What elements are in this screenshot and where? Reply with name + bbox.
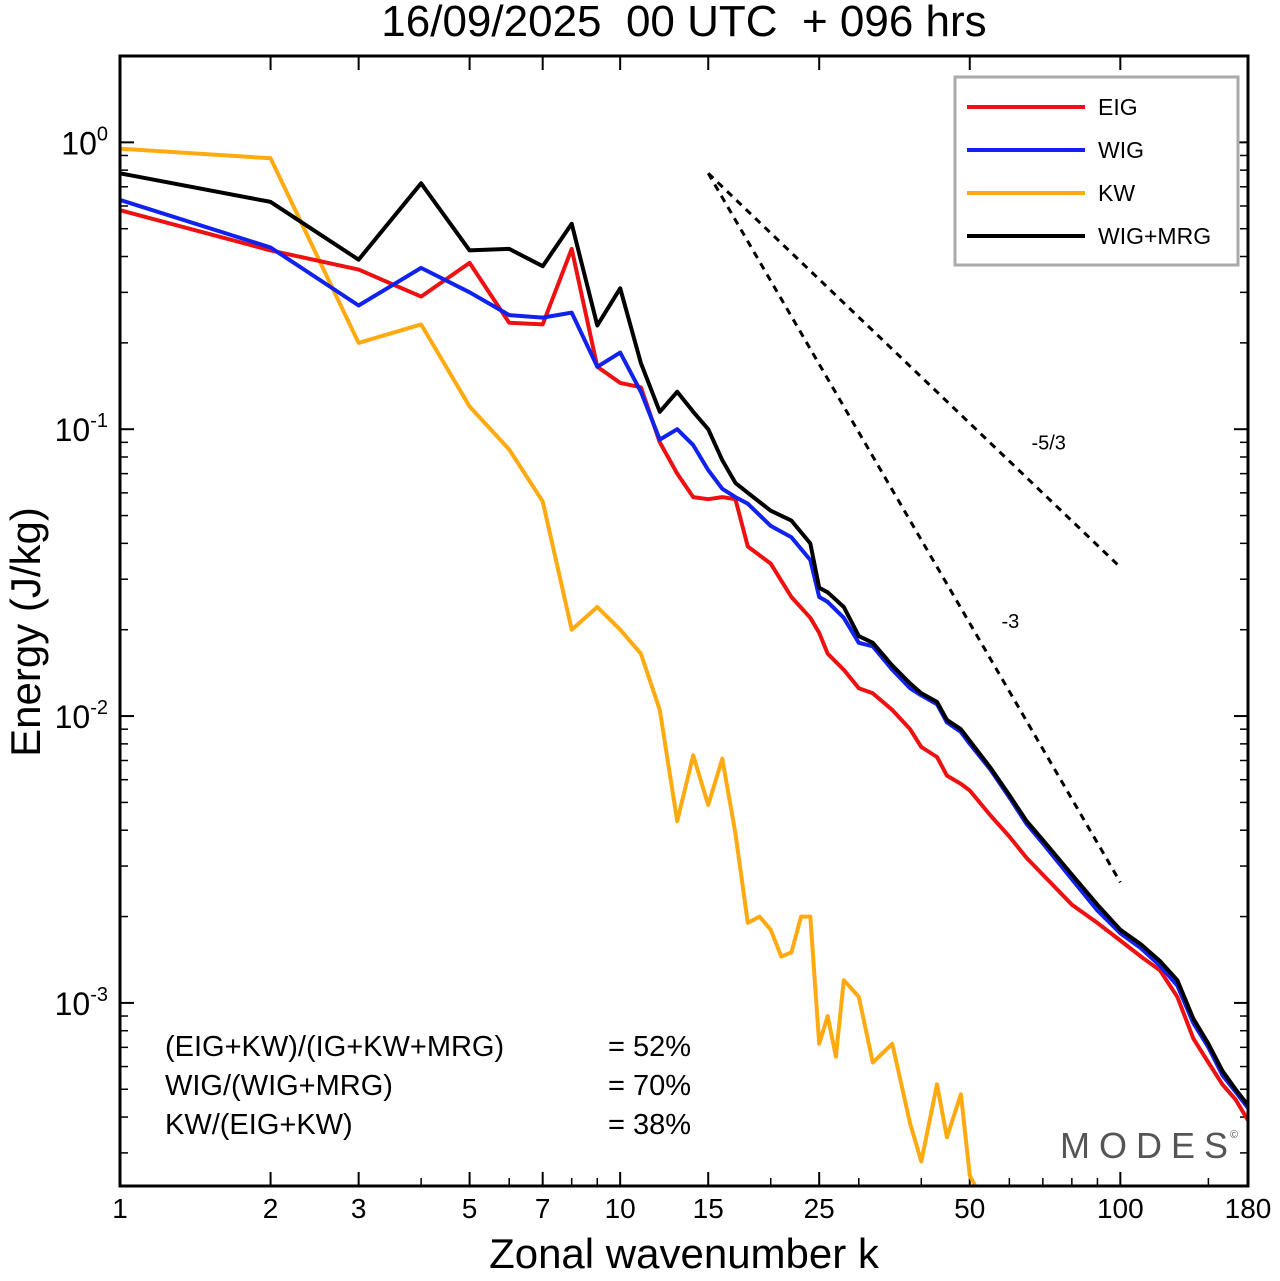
series-line-wig-mrg	[120, 171, 1248, 1107]
x-tick-label: 7	[535, 1193, 551, 1224]
legend-label: WIG	[1098, 137, 1144, 163]
ratio-value: = 38%	[608, 1109, 691, 1141]
reference-slope-lines: -5/3 -3	[706, 172, 1122, 884]
x-tick-label: 25	[804, 1193, 835, 1224]
y-tick-label: 10-1	[55, 410, 108, 448]
ratio-value: = 52%	[608, 1031, 691, 1063]
legend-label: EIG	[1098, 94, 1138, 120]
x-tick-label: 100	[1097, 1193, 1144, 1224]
ratio-annotations: (EIG+KW)/(IG+KW+MRG) = 52% WIG/(WIG+MRG) = …	[165, 1031, 691, 1141]
legend: EIG WIG KW WIG+MRG	[953, 75, 1240, 267]
reference-line-label: -3	[1001, 611, 1019, 633]
series-line-wig	[120, 197, 1248, 1110]
x-tick-label: 10	[605, 1193, 636, 1224]
legend-label: KW	[1098, 180, 1135, 206]
data-series	[120, 146, 1248, 1186]
y-tick-label: 100	[61, 123, 108, 161]
chart-title: 16/09/2025 00 UTC + 096 hrs	[381, 0, 986, 46]
reference-line-label: -5/3	[1031, 432, 1065, 454]
ratio-label: KW/(EIG+KW)	[165, 1109, 353, 1141]
reference-line	[706, 172, 1122, 884]
x-tick-label: 50	[954, 1193, 985, 1224]
series-line-eig	[120, 208, 1248, 1122]
watermark-text: MODES	[1060, 1125, 1237, 1166]
x-tick-label: 180	[1225, 1193, 1272, 1224]
x-tick-label: 2	[263, 1193, 279, 1224]
plot-frame	[118, 54, 1250, 1188]
legend-label: WIG+MRG	[1098, 223, 1211, 249]
y-tick-base: 10	[55, 986, 91, 1022]
y-axis-label: Energy (J/kg)	[2, 507, 49, 757]
y-tick-exponent: -2	[90, 697, 108, 719]
y-tick-exponent: 0	[97, 123, 108, 145]
x-tick-label: 1	[112, 1193, 128, 1224]
ratio-label: (EIG+KW)/(IG+KW+MRG)	[165, 1031, 504, 1063]
modes-watermark: MODES ©	[1060, 1125, 1238, 1166]
y-tick-exponent: -3	[90, 984, 108, 1006]
y-tick-base: 10	[55, 412, 91, 448]
y-tick-label: 10-3	[55, 984, 108, 1022]
series-line-kw	[120, 146, 978, 1186]
watermark-copyright: ©	[1230, 1129, 1238, 1141]
y-tick-exponent: -1	[90, 410, 108, 432]
ratio-label: WIG/(WIG+MRG)	[165, 1070, 393, 1102]
x-tick-label: 3	[351, 1193, 367, 1224]
y-tick-label: 10-2	[55, 697, 108, 735]
x-tick-label: 5	[462, 1193, 478, 1224]
y-tick-base: 10	[61, 125, 97, 161]
y-tick-base: 10	[55, 699, 91, 735]
ratio-value: = 70%	[608, 1070, 691, 1102]
reference-line	[707, 172, 1122, 569]
x-axis-label: Zonal wavenumber k	[489, 1230, 880, 1277]
x-tick-label: 15	[693, 1193, 724, 1224]
